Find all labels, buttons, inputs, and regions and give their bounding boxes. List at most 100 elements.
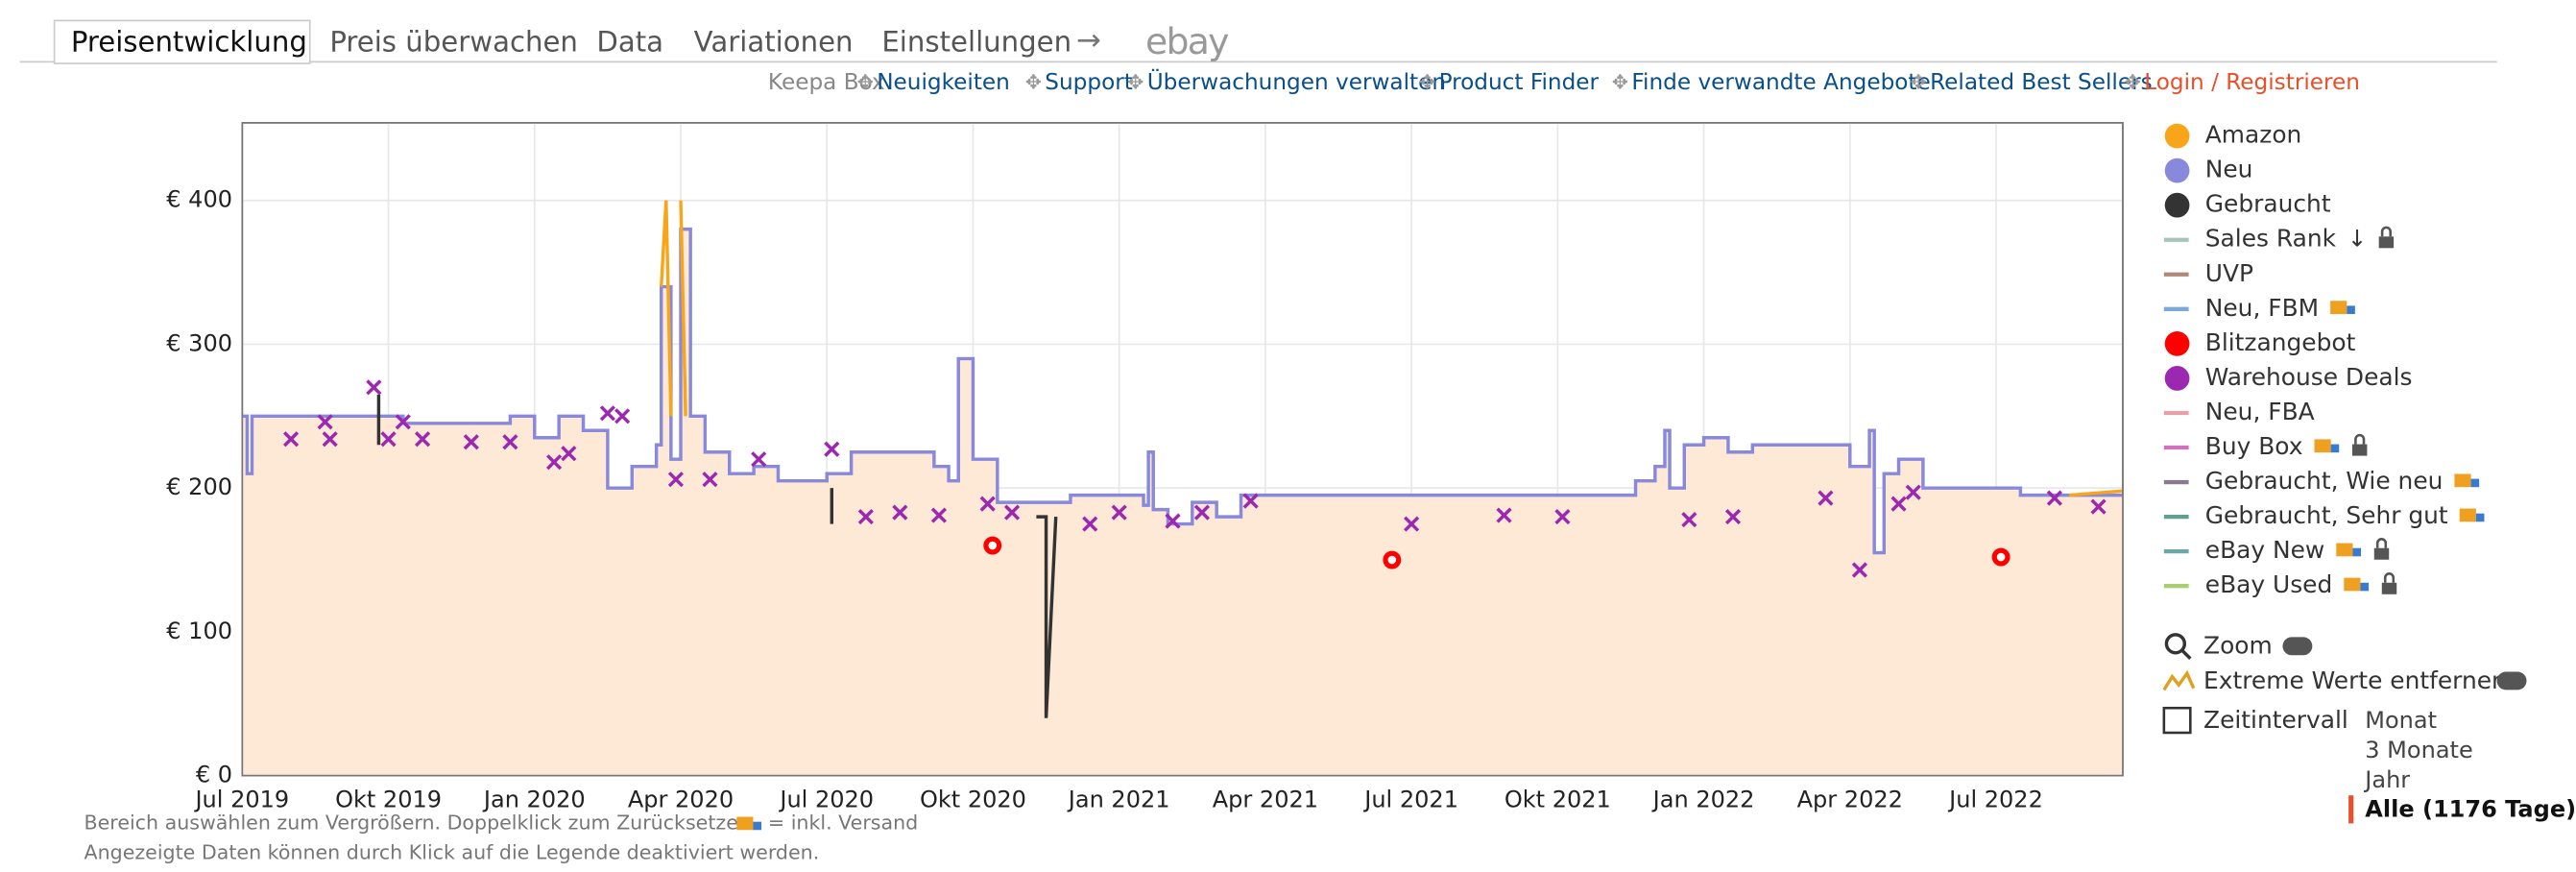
warehouse-deal bbox=[366, 379, 382, 396]
top-link[interactable]: Login / Registrieren bbox=[2144, 69, 2360, 95]
interval-option[interactable]: Monat bbox=[2365, 707, 2437, 734]
link-separator: ✥ bbox=[1911, 71, 1927, 94]
lightning-deal bbox=[1383, 550, 1402, 569]
zoom-icon bbox=[2180, 648, 2192, 660]
footnote: Angezeigte Daten können durch Klick auf … bbox=[84, 840, 820, 863]
legend-label[interactable]: Gebraucht, Sehr gut bbox=[2205, 501, 2448, 529]
truck-icon bbox=[2347, 305, 2355, 314]
truck-icon bbox=[2470, 478, 2480, 488]
warehouse-deal bbox=[1554, 509, 1571, 525]
legend-label[interactable]: eBay Used bbox=[2205, 570, 2333, 598]
warehouse-deal bbox=[824, 441, 840, 457]
top-link[interactable]: Keepa Box bbox=[768, 69, 885, 95]
legend-label[interactable]: Amazon bbox=[2205, 121, 2302, 149]
link-separator: ✥ bbox=[2125, 71, 2141, 94]
warehouse-deal bbox=[892, 504, 908, 521]
legend-label[interactable]: Gebraucht, Wie neu bbox=[2205, 467, 2444, 495]
warehouse-deal bbox=[2046, 490, 2062, 506]
toggle[interactable] bbox=[2496, 671, 2527, 690]
top-link[interactable]: Überwachungen verwalten bbox=[1147, 68, 1446, 95]
warehouse-deal bbox=[561, 446, 577, 462]
legend-label[interactable]: Gebraucht bbox=[2205, 190, 2331, 218]
legend-label[interactable]: Neu, FBA bbox=[2205, 398, 2315, 425]
warehouse-deal bbox=[979, 496, 996, 512]
legend-dot bbox=[2164, 157, 2190, 183]
legend-label[interactable]: Neu, FBM bbox=[2205, 294, 2319, 322]
lightning-deal bbox=[983, 536, 1002, 555]
lock-icon bbox=[2381, 582, 2397, 594]
truck-icon bbox=[2336, 543, 2353, 557]
control-label: Zeitintervall bbox=[2203, 706, 2348, 734]
warehouse-deal bbox=[395, 414, 411, 430]
top-link[interactable]: Neuigkeiten bbox=[877, 69, 1010, 95]
y-tick-label: € 200 bbox=[166, 473, 232, 500]
calendar-icon bbox=[2162, 706, 2192, 735]
y-tick-label: € 300 bbox=[166, 329, 232, 356]
warehouse-deal bbox=[414, 431, 431, 448]
warehouse-deal bbox=[1905, 484, 1921, 500]
truck-icon bbox=[2330, 444, 2340, 453]
lock-icon bbox=[2373, 547, 2390, 560]
lock-icon bbox=[2354, 433, 2366, 445]
interval-option[interactable]: Jahr bbox=[2363, 766, 2410, 793]
legend-label[interactable]: Neu bbox=[2205, 156, 2253, 183]
line bbox=[2068, 489, 2124, 497]
top-link[interactable]: Finde verwandte Angebote bbox=[1631, 69, 1930, 95]
legend-label[interactable]: Warehouse Deals bbox=[2205, 363, 2413, 391]
interval-option[interactable]: 3 Monate bbox=[2365, 737, 2472, 763]
lightning-deal bbox=[1991, 547, 2010, 567]
sort-icon: ↓ bbox=[2347, 226, 2367, 253]
legend-label[interactable]: eBay New bbox=[2205, 536, 2325, 564]
x-tick-label: Jan 2021 bbox=[1067, 786, 1170, 812]
shipping-note: = inkl. Versand bbox=[768, 811, 918, 834]
truck-icon bbox=[753, 821, 762, 831]
legend-dot bbox=[2164, 192, 2190, 218]
tab[interactable]: Einstellungen bbox=[881, 25, 1071, 58]
legend-label[interactable]: Sales Rank bbox=[2205, 225, 2337, 253]
warehouse-deal bbox=[1242, 493, 1259, 509]
control-label[interactable]: Extreme Werte entfernen bbox=[2203, 666, 2507, 694]
y-tick-label: € 0 bbox=[196, 762, 232, 788]
warehouse-deal bbox=[1890, 496, 1907, 512]
lock-icon bbox=[2383, 572, 2395, 583]
lock-icon bbox=[2351, 444, 2368, 456]
interval-option[interactable]: Alle (1176 Tage) bbox=[2365, 796, 2576, 823]
link-separator: ✥ bbox=[857, 71, 874, 94]
tab[interactable]: Preisentwicklung bbox=[71, 25, 307, 58]
y-tick-label: € 100 bbox=[166, 618, 232, 644]
link-separator: ✥ bbox=[1419, 71, 1435, 94]
warehouse-deal bbox=[599, 405, 615, 422]
warehouse-deal bbox=[502, 434, 518, 450]
link-separator: ✥ bbox=[1025, 71, 1042, 94]
link-separator: ✥ bbox=[1612, 71, 1628, 94]
x-tick-label: Apr 2020 bbox=[628, 786, 734, 812]
x-tick-label: Jul 2022 bbox=[1947, 786, 2043, 812]
active-marker bbox=[2348, 795, 2354, 824]
warehouse-deal bbox=[857, 509, 874, 525]
tab[interactable]: Data bbox=[596, 25, 663, 58]
plot-frame bbox=[241, 121, 2124, 777]
toggle[interactable] bbox=[2282, 637, 2313, 656]
ebay-tab[interactable]: ebay bbox=[1145, 20, 1231, 62]
active-tab bbox=[53, 19, 311, 64]
warehouse-deal bbox=[1724, 509, 1742, 525]
x-tick-label: Jul 2021 bbox=[1362, 786, 1458, 812]
warehouse-deal bbox=[702, 472, 718, 488]
warehouse-deal bbox=[463, 434, 479, 450]
legend-label[interactable]: Buy Box bbox=[2205, 432, 2303, 460]
top-link[interactable]: Support bbox=[1045, 69, 1133, 95]
warehouse-deal bbox=[614, 408, 631, 424]
legend-label[interactable]: UVP bbox=[2205, 259, 2253, 287]
truck-icon bbox=[2314, 439, 2331, 453]
legend-dot bbox=[2164, 330, 2190, 356]
top-link[interactable]: Product Finder bbox=[1439, 69, 1600, 95]
legend-label[interactable]: Blitzangebot bbox=[2205, 328, 2356, 356]
truck-icon bbox=[2475, 513, 2485, 522]
control-label[interactable]: Zoom bbox=[2203, 632, 2273, 660]
warehouse-deal bbox=[930, 507, 948, 523]
tab[interactable]: Variationen bbox=[694, 25, 854, 58]
warehouse-deal bbox=[751, 451, 767, 468]
tab[interactable]: Preis überwachen bbox=[329, 25, 578, 58]
legend-dot bbox=[2164, 366, 2190, 391]
top-link[interactable]: Related Best Sellers bbox=[1930, 69, 2153, 95]
